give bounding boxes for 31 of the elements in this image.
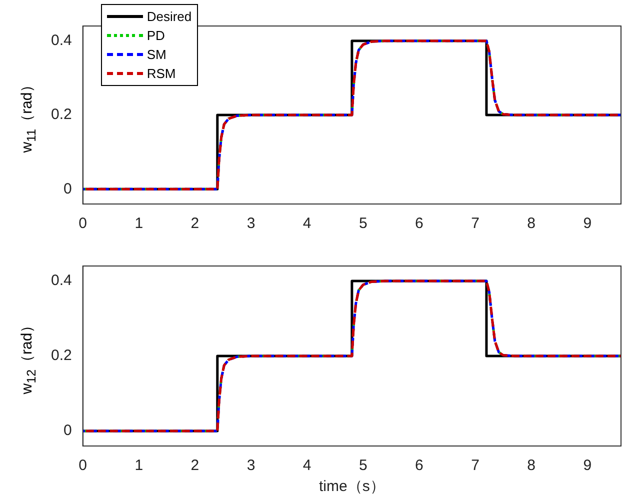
x-tick-label: 1 bbox=[134, 215, 144, 232]
x-tick-label: 4 bbox=[302, 215, 312, 232]
legend-label: Desired bbox=[146, 9, 192, 24]
y-tick-label: 0.4 bbox=[50, 272, 72, 290]
y-tick-label: 0.2 bbox=[50, 347, 72, 364]
x-tick-label: 6 bbox=[415, 215, 424, 232]
y-tick-label: 0.4 bbox=[50, 32, 72, 49]
legend-label: RSM bbox=[146, 66, 176, 81]
legend-label: PD bbox=[146, 28, 165, 43]
x-tick-label: 4 bbox=[302, 457, 312, 474]
x-axis-title: time（s） bbox=[319, 478, 385, 496]
x-tick-label: 9 bbox=[583, 457, 592, 474]
y-tick-label: 0 bbox=[64, 422, 72, 440]
x-tick-label: 5 bbox=[358, 457, 368, 474]
y-tick-label: 0 bbox=[64, 180, 72, 198]
x-tick-label: 2 bbox=[190, 457, 200, 474]
x-tick-label: 3 bbox=[246, 215, 256, 232]
x-tick-label: 7 bbox=[471, 215, 480, 232]
y-tick-label: 0.2 bbox=[50, 106, 72, 124]
x-tick-label: 0 bbox=[78, 457, 88, 474]
x-tick-label: 3 bbox=[246, 457, 256, 474]
x-tick-label: 8 bbox=[527, 457, 536, 474]
x-tick-label: 7 bbox=[471, 457, 480, 474]
x-tick-label: 5 bbox=[358, 215, 368, 232]
x-tick-label: 2 bbox=[190, 215, 200, 232]
legend-label: SM bbox=[146, 47, 166, 62]
x-tick-label: 8 bbox=[527, 215, 536, 232]
x-tick-label: 9 bbox=[583, 215, 592, 232]
x-tick-label: 1 bbox=[134, 457, 144, 474]
x-tick-label: 0 bbox=[78, 215, 88, 232]
x-tick-label: 6 bbox=[415, 457, 424, 474]
